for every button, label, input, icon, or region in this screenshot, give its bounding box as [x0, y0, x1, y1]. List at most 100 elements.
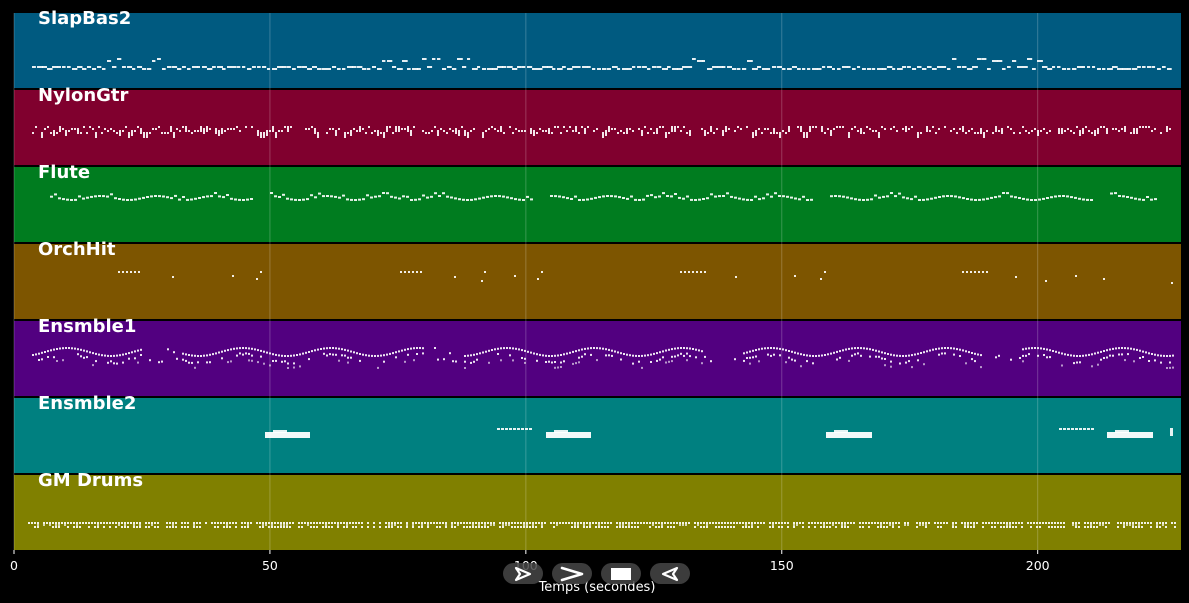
- midi-note: [898, 192, 901, 195]
- midi-note: [554, 195, 557, 198]
- stop-button[interactable]: [601, 563, 641, 584]
- midi-note: [37, 524, 39, 526]
- midi-note: [918, 199, 921, 201]
- midi-note: [806, 360, 808, 363]
- track-lane-flute[interactable]: [14, 167, 1181, 242]
- midi-note: [794, 351, 796, 354]
- midi-note: [817, 522, 819, 524]
- midi-note: [1090, 522, 1092, 524]
- track-lane-slapbas2[interactable]: [14, 13, 1181, 88]
- midi-note: [464, 360, 466, 363]
- midi-note: [577, 66, 581, 68]
- midi-note: [494, 195, 497, 197]
- midi-note: [746, 357, 748, 359]
- midi-note: [365, 354, 367, 357]
- midi-note: [875, 349, 877, 352]
- midi-note: [548, 360, 550, 363]
- midi-note: [881, 357, 883, 360]
- midi-note: [590, 347, 592, 350]
- midi-note: [857, 66, 861, 68]
- midi-note: [1027, 522, 1029, 524]
- midi-note: [1139, 126, 1141, 128]
- midi-note: [685, 524, 687, 526]
- midi-note: [632, 354, 634, 357]
- midi-note: [1078, 526, 1080, 528]
- midi-note: [373, 522, 375, 524]
- midi-note: [482, 351, 484, 354]
- play-button[interactable]: [503, 563, 543, 584]
- midi-note: [109, 522, 111, 524]
- midi-note: [497, 347, 499, 350]
- midi-note: [1082, 128, 1084, 134]
- track-lane-gm-drums[interactable]: [14, 475, 1181, 550]
- midi-note: [118, 522, 120, 524]
- midi-note: [676, 522, 678, 524]
- midi-note: [74, 347, 76, 350]
- midi-note: [1013, 132, 1015, 134]
- track-lane-ensmble2[interactable]: [14, 398, 1181, 473]
- midi-note: [161, 132, 163, 134]
- forward-button[interactable]: [552, 563, 592, 584]
- midi-note: [844, 524, 846, 526]
- midi-note: [605, 354, 607, 357]
- midi-note: [32, 354, 34, 356]
- midi-note: [82, 522, 84, 524]
- midi-note: [259, 526, 261, 528]
- midi-note: [724, 522, 726, 524]
- midi-note: [980, 128, 982, 134]
- midi-note: [749, 362, 751, 365]
- midi-note: [278, 354, 280, 357]
- track-lane-ensmble1[interactable]: [14, 321, 1181, 396]
- midi-note: [486, 195, 489, 198]
- midi-note: [1142, 356, 1144, 358]
- midi-note: [406, 524, 408, 526]
- midi-note: [476, 353, 478, 356]
- midi-note: [422, 347, 424, 350]
- midi-note: [400, 526, 402, 528]
- midi-note: [359, 353, 361, 355]
- midi-note: [553, 526, 555, 528]
- midi-note: [1085, 354, 1087, 357]
- midi-note: [131, 351, 133, 354]
- midi-note: [322, 522, 324, 524]
- midi-note: [401, 349, 403, 352]
- midi-note: [35, 126, 37, 128]
- midi-note: [596, 347, 598, 350]
- midi-note: [1133, 128, 1135, 134]
- midi-note: [499, 526, 501, 528]
- midi-note: [265, 522, 267, 524]
- midi-note: [317, 68, 322, 70]
- midi-note: [786, 195, 789, 198]
- midi-note: [306, 198, 309, 201]
- midi-note: [749, 350, 751, 353]
- midi-note: [266, 351, 268, 354]
- midi-note: [977, 353, 979, 356]
- midi-note: [1075, 275, 1077, 277]
- midi-note: [1127, 347, 1129, 350]
- midi-note: [499, 522, 501, 524]
- midi-note: [53, 356, 55, 359]
- track-lane-nylongtr[interactable]: [14, 90, 1181, 165]
- midi-note: [209, 353, 211, 356]
- midi-note: [598, 522, 600, 524]
- midi-note: [982, 198, 985, 201]
- midi-note: [52, 66, 58, 68]
- midi-note: [1132, 526, 1134, 528]
- midi-note: [199, 526, 201, 528]
- midi-note: [661, 522, 663, 524]
- rewind-button[interactable]: [650, 563, 690, 584]
- midi-note: [792, 66, 797, 68]
- midi-note: [514, 275, 516, 277]
- midi-note: [706, 522, 708, 524]
- midi-note: [232, 522, 234, 524]
- midi-note: [1045, 522, 1047, 524]
- midi-note: [58, 522, 60, 524]
- midi-note: [640, 522, 642, 524]
- midi-note: [745, 522, 747, 524]
- midi-note: [1162, 524, 1164, 526]
- track-lane-orchhit[interactable]: [14, 244, 1181, 319]
- midi-note: [1021, 522, 1023, 524]
- midi-note: [121, 522, 123, 524]
- midi-note: [641, 354, 643, 357]
- midi-note: [1103, 126, 1105, 128]
